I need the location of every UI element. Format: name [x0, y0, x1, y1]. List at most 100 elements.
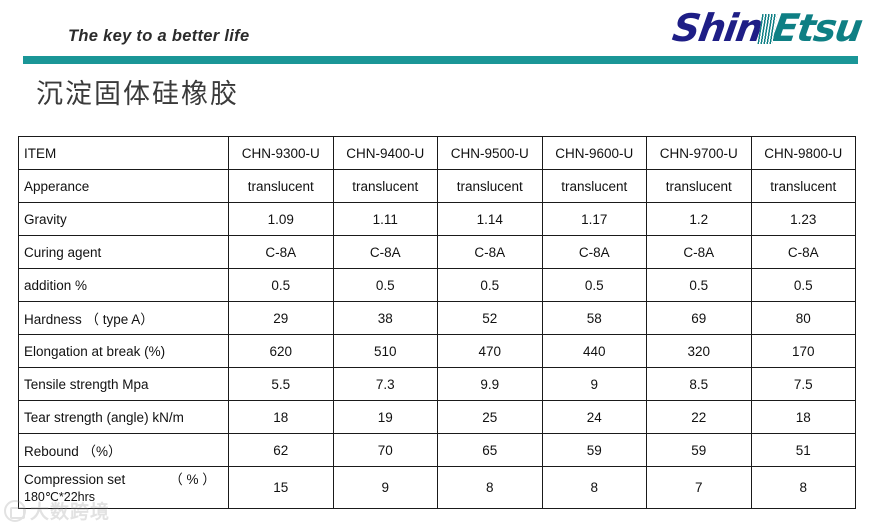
row-label: Tear strength (angle) kN/m: [18, 400, 229, 434]
table-row: Apperance translucent translucent transl…: [18, 169, 856, 203]
row-label: Tensile strength Mpa: [18, 367, 229, 401]
column-header-chn-9300-u: CHN-9300-U: [228, 136, 334, 170]
cell-value: 1.14: [437, 202, 543, 236]
row-label-percent: （ % ）: [169, 472, 216, 488]
table-row: addition % 0.5 0.5 0.5 0.5 0.5 0.5: [18, 268, 856, 302]
cell-value: translucent: [332, 169, 438, 203]
table-header-row: ITEM CHN-9300-U CHN-9400-U CHN-9500-U CH…: [18, 136, 856, 170]
column-header-item: ITEM: [18, 136, 229, 170]
cell-value: C-8A: [541, 235, 647, 269]
cell-value: 7.3: [332, 367, 438, 401]
row-label: Rebound （%）: [18, 433, 229, 467]
cell-value: 0.5: [541, 268, 647, 302]
cell-value: 5.5: [228, 367, 334, 401]
cell-value: 8: [541, 466, 647, 509]
cell-value: C-8A: [228, 235, 334, 269]
row-label: Gravity: [18, 202, 229, 236]
cell-value: 0.5: [437, 268, 543, 302]
cell-value: 7: [646, 466, 752, 509]
table-row: Elongation at break (%) 620 510 470 440 …: [18, 334, 856, 368]
row-label: addition %: [18, 268, 229, 302]
logo-text-shin: Shin: [669, 6, 766, 50]
column-header-chn-9400-u: CHN-9400-U: [332, 136, 438, 170]
cell-value: 7.5: [750, 367, 856, 401]
cell-value: 9.9: [437, 367, 543, 401]
cell-value: 24: [541, 400, 647, 434]
cell-value: 18: [750, 400, 856, 434]
table-row: Hardness （ type A） 29 38 52 58 69 80: [18, 301, 856, 335]
table-row: Compression set （ % ） 180℃*22hrs 15 9 8 8…: [18, 466, 856, 509]
shin-etsu-logo: Shin Etsu: [669, 6, 864, 50]
cell-value: 1.2: [646, 202, 752, 236]
cell-value: 15: [228, 466, 334, 509]
cell-value: 18: [228, 400, 334, 434]
cell-value: translucent: [228, 169, 334, 203]
cell-value: 8: [437, 466, 543, 509]
cell-value: 9: [332, 466, 438, 509]
row-label-text: Compression set: [24, 472, 126, 488]
cell-value: 69: [646, 301, 752, 335]
cell-value: 470: [437, 334, 543, 368]
cell-value: 0.5: [332, 268, 438, 302]
cell-value: 59: [541, 433, 647, 467]
table-row: Gravity 1.09 1.11 1.14 1.17 1.2 1.23: [18, 202, 856, 236]
cell-value: 29: [228, 301, 334, 335]
cell-value: 22: [646, 400, 752, 434]
cell-value: 8.5: [646, 367, 752, 401]
row-label-line2: 180℃*22hrs: [24, 489, 96, 504]
column-header-chn-9800-u: CHN-9800-U: [750, 136, 856, 170]
table-row: Rebound （%） 62 70 65 59 59 51: [18, 433, 856, 467]
row-label-compression-set: Compression set （ % ） 180℃*22hrs: [18, 466, 229, 509]
column-header-chn-9500-u: CHN-9500-U: [437, 136, 543, 170]
cell-value: C-8A: [332, 235, 438, 269]
table-row: Curing agent C-8A C-8A C-8A C-8A C-8A C-…: [18, 235, 856, 269]
cell-value: 19: [332, 400, 438, 434]
logo-text-etsu: Etsu: [769, 6, 865, 50]
cell-value: 170: [750, 334, 856, 368]
cell-value: 1.23: [750, 202, 856, 236]
cell-value: 65: [437, 433, 543, 467]
cell-value: 510: [332, 334, 438, 368]
cell-value: 80: [750, 301, 856, 335]
cell-value: 8: [750, 466, 856, 509]
cell-value: 0.5: [228, 268, 334, 302]
column-header-chn-9600-u: CHN-9600-U: [541, 136, 647, 170]
cell-value: 1.09: [228, 202, 334, 236]
cell-value: C-8A: [750, 235, 856, 269]
cell-value: 0.5: [646, 268, 752, 302]
cell-value: 440: [541, 334, 647, 368]
page-header: The key to a better life Shin Etsu: [0, 0, 879, 66]
cell-value: 1.11: [332, 202, 438, 236]
header-divider-bar: [23, 56, 858, 64]
cell-value: 62: [228, 433, 334, 467]
cell-value: 38: [332, 301, 438, 335]
cell-value: C-8A: [646, 235, 752, 269]
table-row: Tear strength (angle) kN/m 18 19 25 24 2…: [18, 400, 856, 434]
cell-value: 70: [332, 433, 438, 467]
row-label: Elongation at break (%): [18, 334, 229, 368]
row-label-line1: Compression set （ % ）: [24, 471, 222, 488]
specification-table: ITEM CHN-9300-U CHN-9400-U CHN-9500-U CH…: [18, 136, 856, 509]
cell-value: 9: [541, 367, 647, 401]
cell-value: C-8A: [437, 235, 543, 269]
page-title: 沉淀固体硅橡胶: [36, 79, 239, 110]
tagline: The key to a better life: [68, 27, 250, 45]
cell-value: 0.5: [750, 268, 856, 302]
row-label: Hardness （ type A）: [18, 301, 229, 335]
cell-value: translucent: [646, 169, 752, 203]
cell-value: 1.17: [541, 202, 647, 236]
row-label: Apperance: [18, 169, 229, 203]
cell-value: 51: [750, 433, 856, 467]
column-header-chn-9700-u: CHN-9700-U: [646, 136, 752, 170]
cell-value: translucent: [750, 169, 856, 203]
cell-value: 58: [541, 301, 647, 335]
cell-value: translucent: [541, 169, 647, 203]
cell-value: 59: [646, 433, 752, 467]
row-label: Curing agent: [18, 235, 229, 269]
cell-value: 52: [437, 301, 543, 335]
cell-value: translucent: [437, 169, 543, 203]
table-row: Tensile strength Mpa 5.5 7.3 9.9 9 8.5 7…: [18, 367, 856, 401]
cell-value: 320: [646, 334, 752, 368]
cell-value: 25: [437, 400, 543, 434]
